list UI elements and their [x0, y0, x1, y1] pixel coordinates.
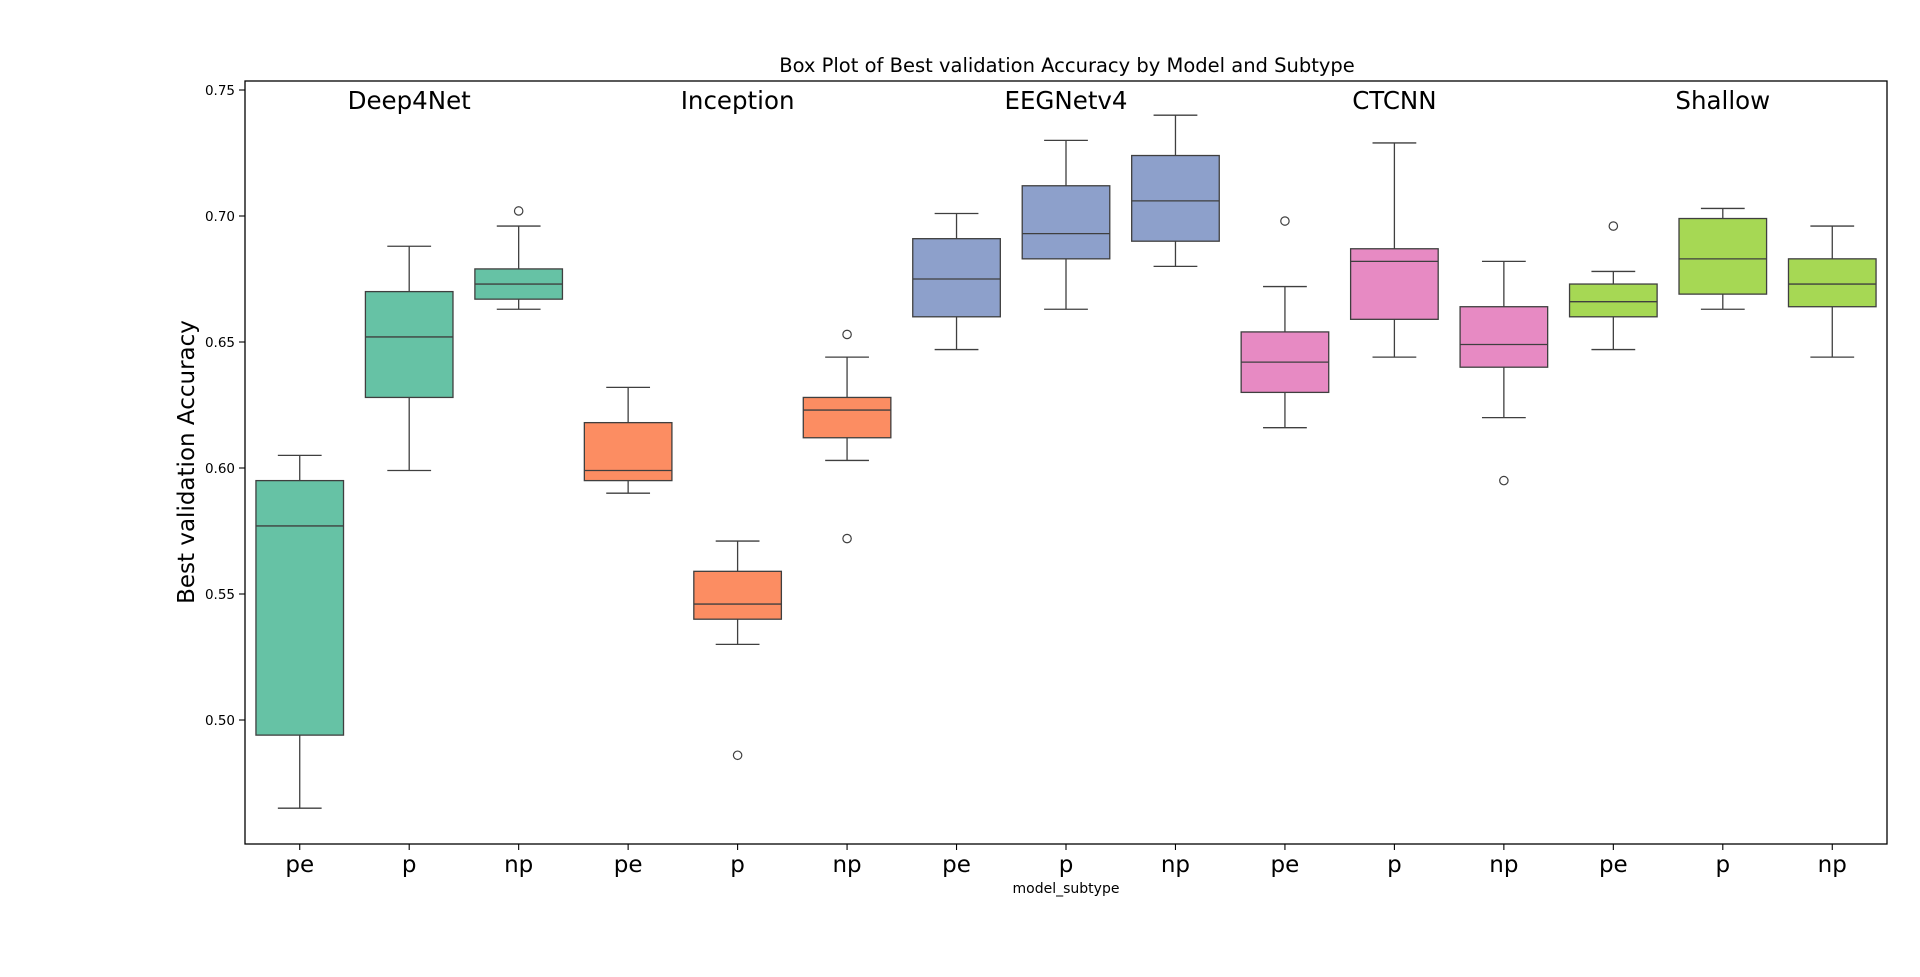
- x-axis: pe p np pe p np pe p np pe p np pe p np: [285, 844, 1847, 878]
- x-tick-label: pe: [1599, 852, 1628, 878]
- box-inception-np: [802, 329, 892, 544]
- group-labels: Deep4Net Inception EEGNetv4 CTCNN Shallow: [348, 86, 1771, 115]
- group-label: CTCNN: [1352, 86, 1436, 115]
- box-iqr: [1131, 154, 1220, 242]
- box-shallow-p: [1678, 207, 1768, 310]
- x-tick-label: np: [832, 852, 861, 878]
- box-inception-p: [693, 540, 783, 761]
- y-tick-label: 0.75: [205, 83, 235, 99]
- box-eegnetv4-np: [1131, 114, 1220, 268]
- x-tick-label: pe: [942, 852, 971, 878]
- box-eegnetv4-pe: [912, 212, 1001, 351]
- group-label: Inception: [681, 86, 795, 115]
- boxes-layer: [255, 114, 1877, 809]
- outlier-point: [1608, 221, 1619, 231]
- x-tick-label: p: [1715, 852, 1730, 878]
- y-axis: 0.50 0.55 0.60 0.65 0.70 0.75: [205, 83, 245, 729]
- box-iqr: [802, 396, 892, 439]
- outlier-point: [1280, 216, 1290, 226]
- x-tick-label: np: [504, 852, 533, 878]
- box-eegnetv4-p: [1021, 139, 1111, 310]
- outlier-point: [842, 329, 852, 340]
- box-deep4net-np: [474, 206, 564, 310]
- box-ctcnn-pe: [1240, 216, 1330, 429]
- y-tick-label: 0.50: [205, 713, 235, 729]
- box-ctcnn-p: [1349, 142, 1439, 358]
- group-label: EEGNetv4: [1004, 86, 1127, 115]
- y-axis-label: Best validation Accuracy: [174, 320, 200, 604]
- box-iqr: [693, 570, 783, 620]
- x-tick-label: p: [1059, 852, 1074, 878]
- outlier-point: [513, 206, 524, 216]
- y-tick-label: 0.55: [205, 587, 235, 603]
- outlier-point: [732, 750, 743, 761]
- box-iqr: [1568, 283, 1658, 318]
- group-label: Shallow: [1675, 86, 1770, 115]
- box-deep4net-pe: [255, 454, 345, 809]
- x-tick-label: p: [730, 852, 745, 878]
- y-tick-label: 0.65: [205, 335, 235, 351]
- box-iqr: [1459, 306, 1549, 368]
- group-label: Deep4Net: [348, 86, 472, 115]
- box-shallow-pe: [1568, 221, 1658, 351]
- box-inception-pe: [583, 386, 673, 494]
- x-tick-label: pe: [1271, 852, 1300, 878]
- x-tick-label: p: [402, 852, 417, 878]
- x-tick-label: pe: [614, 852, 643, 878]
- x-tick-label: np: [1818, 852, 1847, 878]
- box-iqr: [364, 290, 454, 399]
- chart-title: Box Plot of Best validation Accuracy by …: [779, 54, 1355, 77]
- y-tick-label: 0.70: [205, 209, 235, 225]
- x-tick-label: np: [1161, 852, 1190, 878]
- box-iqr: [1021, 185, 1111, 260]
- box-ctcnn-np: [1459, 260, 1549, 486]
- box-deep4net-p: [364, 245, 454, 472]
- x-tick-label: np: [1489, 852, 1518, 878]
- outlier-point: [842, 533, 852, 544]
- box-iqr: [1787, 258, 1877, 308]
- outlier-point: [1499, 475, 1509, 486]
- box-iqr: [255, 479, 345, 736]
- box-iqr: [1349, 248, 1439, 320]
- y-tick-label: 0.60: [205, 461, 235, 477]
- x-axis-label: model_subtype: [1013, 881, 1120, 897]
- box-iqr: [912, 238, 1001, 318]
- box-iqr: [1678, 217, 1768, 295]
- x-tick-label: p: [1387, 852, 1402, 878]
- x-tick-label: pe: [285, 852, 314, 878]
- box-shallow-np: [1787, 225, 1877, 358]
- box-iqr: [583, 421, 673, 482]
